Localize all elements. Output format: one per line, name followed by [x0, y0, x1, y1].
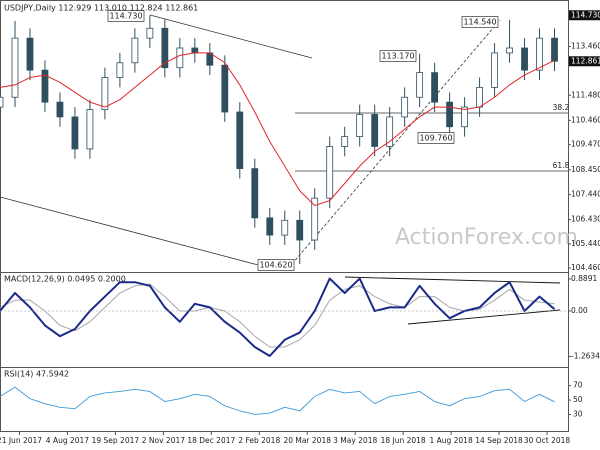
candle-body — [71, 116, 79, 150]
channel-line — [149, 14, 313, 59]
macd-y-tick-label: 0.8891 — [571, 274, 597, 283]
channel-line — [0, 196, 263, 267]
y-tick-label: 113.460 — [571, 42, 600, 51]
rsi-panel — [0, 367, 569, 432]
x-tick-label: 4 Aug 2017 — [46, 436, 89, 445]
watermark: ActionForex.com — [395, 225, 578, 250]
candle-body — [326, 146, 334, 199]
x-tick-label: 1 Aug 2018 — [429, 436, 472, 445]
price-tag — [569, 56, 600, 67]
candle-body — [221, 64, 229, 113]
y-tick-label: 104.460 — [571, 263, 600, 272]
rsi-title: RSI(14) 47.5942 — [4, 370, 69, 379]
candle-body — [146, 27, 154, 39]
y-tick-label: 107.440 — [571, 190, 600, 199]
x-tick-label: 2 Nov 2017 — [142, 436, 185, 445]
macd-y-tick-label: 0.00 — [571, 306, 588, 315]
y-tick-label: 111.480 — [571, 90, 600, 99]
rsi-y-tick-label: 70 — [573, 381, 583, 390]
candle-body — [11, 37, 19, 98]
trend-line — [291, 19, 501, 265]
annotation-box — [461, 16, 499, 28]
candle-body — [416, 72, 424, 98]
candle-body — [161, 27, 169, 69]
annotation-box — [257, 259, 295, 271]
candle-body — [311, 197, 319, 241]
annotation-box — [417, 132, 455, 144]
candle-body — [371, 114, 379, 147]
candle-body — [476, 86, 483, 108]
annotation-box — [379, 50, 417, 62]
x-tick-label: 21 Jun 2017 — [0, 436, 42, 445]
candle-body — [131, 37, 139, 64]
annotation: 109.760 — [419, 134, 452, 143]
macd-title: MACD(12,26,9) 0.0495 0.2000 — [4, 275, 126, 284]
candle-body — [491, 52, 498, 88]
candle-body — [341, 136, 349, 147]
x-tick-label: 18 Jun 2018 — [381, 436, 426, 445]
rsi-line — [0, 386, 555, 415]
rsi-y-tick-label: 30 — [573, 409, 583, 418]
candle-body — [176, 47, 184, 69]
candle-body — [446, 101, 454, 128]
moving-average — [0, 52, 555, 207]
rsi-y-tick-label: 50 — [573, 395, 583, 404]
x-tick-label: 19 Sep 2017 — [92, 436, 140, 445]
chart-title: USDJPY,Daily 112.929 113.010 112.824 112… — [4, 4, 198, 13]
annotation: 114.730 — [109, 12, 142, 21]
y-tick-label: 110.460 — [571, 115, 600, 124]
annotation-box — [107, 10, 145, 22]
x-tick-label: 14 Sep 2018 — [475, 436, 523, 445]
macd-trend-line — [407, 309, 561, 325]
annotation: 113.170 — [381, 52, 414, 61]
candle-body — [506, 47, 513, 54]
price-tag-label: 114.730 — [571, 10, 600, 19]
candle-body — [431, 72, 439, 103]
y-tick-label: 105.440 — [571, 239, 600, 248]
macd-panel — [0, 272, 569, 368]
annotation: 104.620 — [259, 261, 292, 270]
annotation: 114.540 — [463, 18, 496, 27]
annotation: 38.2 — [553, 103, 570, 112]
price-tag-label: 112.861 — [571, 56, 600, 65]
y-tick-label: 109.470 — [571, 140, 600, 149]
x-tick-label: 3 May 2018 — [333, 436, 377, 445]
candle-body — [386, 116, 394, 147]
candle-body — [401, 96, 409, 118]
candle-body — [101, 77, 109, 110]
candle-body — [236, 111, 244, 170]
candle-body — [296, 219, 304, 241]
candle-body — [281, 219, 289, 236]
candle-body — [0, 96, 4, 108]
y-tick-label: 106.430 — [571, 215, 600, 224]
candle-body — [551, 37, 558, 62]
x-tick-label: 18 Dec 2017 — [187, 436, 235, 445]
macd-line — [0, 277, 556, 357]
x-tick-label: 30 Oct 2018 — [524, 436, 571, 445]
y-tick-label: 108.450 — [571, 165, 600, 174]
candle-body — [26, 37, 34, 71]
candle-body — [536, 37, 543, 71]
candle-body — [461, 106, 468, 128]
x-tick-label: 20 Mar 2018 — [283, 436, 331, 445]
candle-body — [56, 101, 64, 118]
candle-body — [41, 69, 49, 103]
annotation: 61.8 — [553, 161, 570, 170]
candle-body — [356, 114, 364, 138]
candle-body — [191, 47, 199, 54]
macd-signal — [0, 283, 555, 348]
macd-y-tick-label: -1.2634 — [571, 351, 600, 360]
candle-body — [251, 168, 259, 219]
candle-body — [266, 217, 274, 236]
macd-trend-line — [344, 276, 561, 284]
candle-body — [116, 62, 124, 78]
x-tick-label: 2 Feb 2018 — [238, 436, 280, 445]
price-tag — [569, 10, 600, 21]
candle-body — [86, 109, 94, 150]
candle-body — [521, 47, 528, 71]
